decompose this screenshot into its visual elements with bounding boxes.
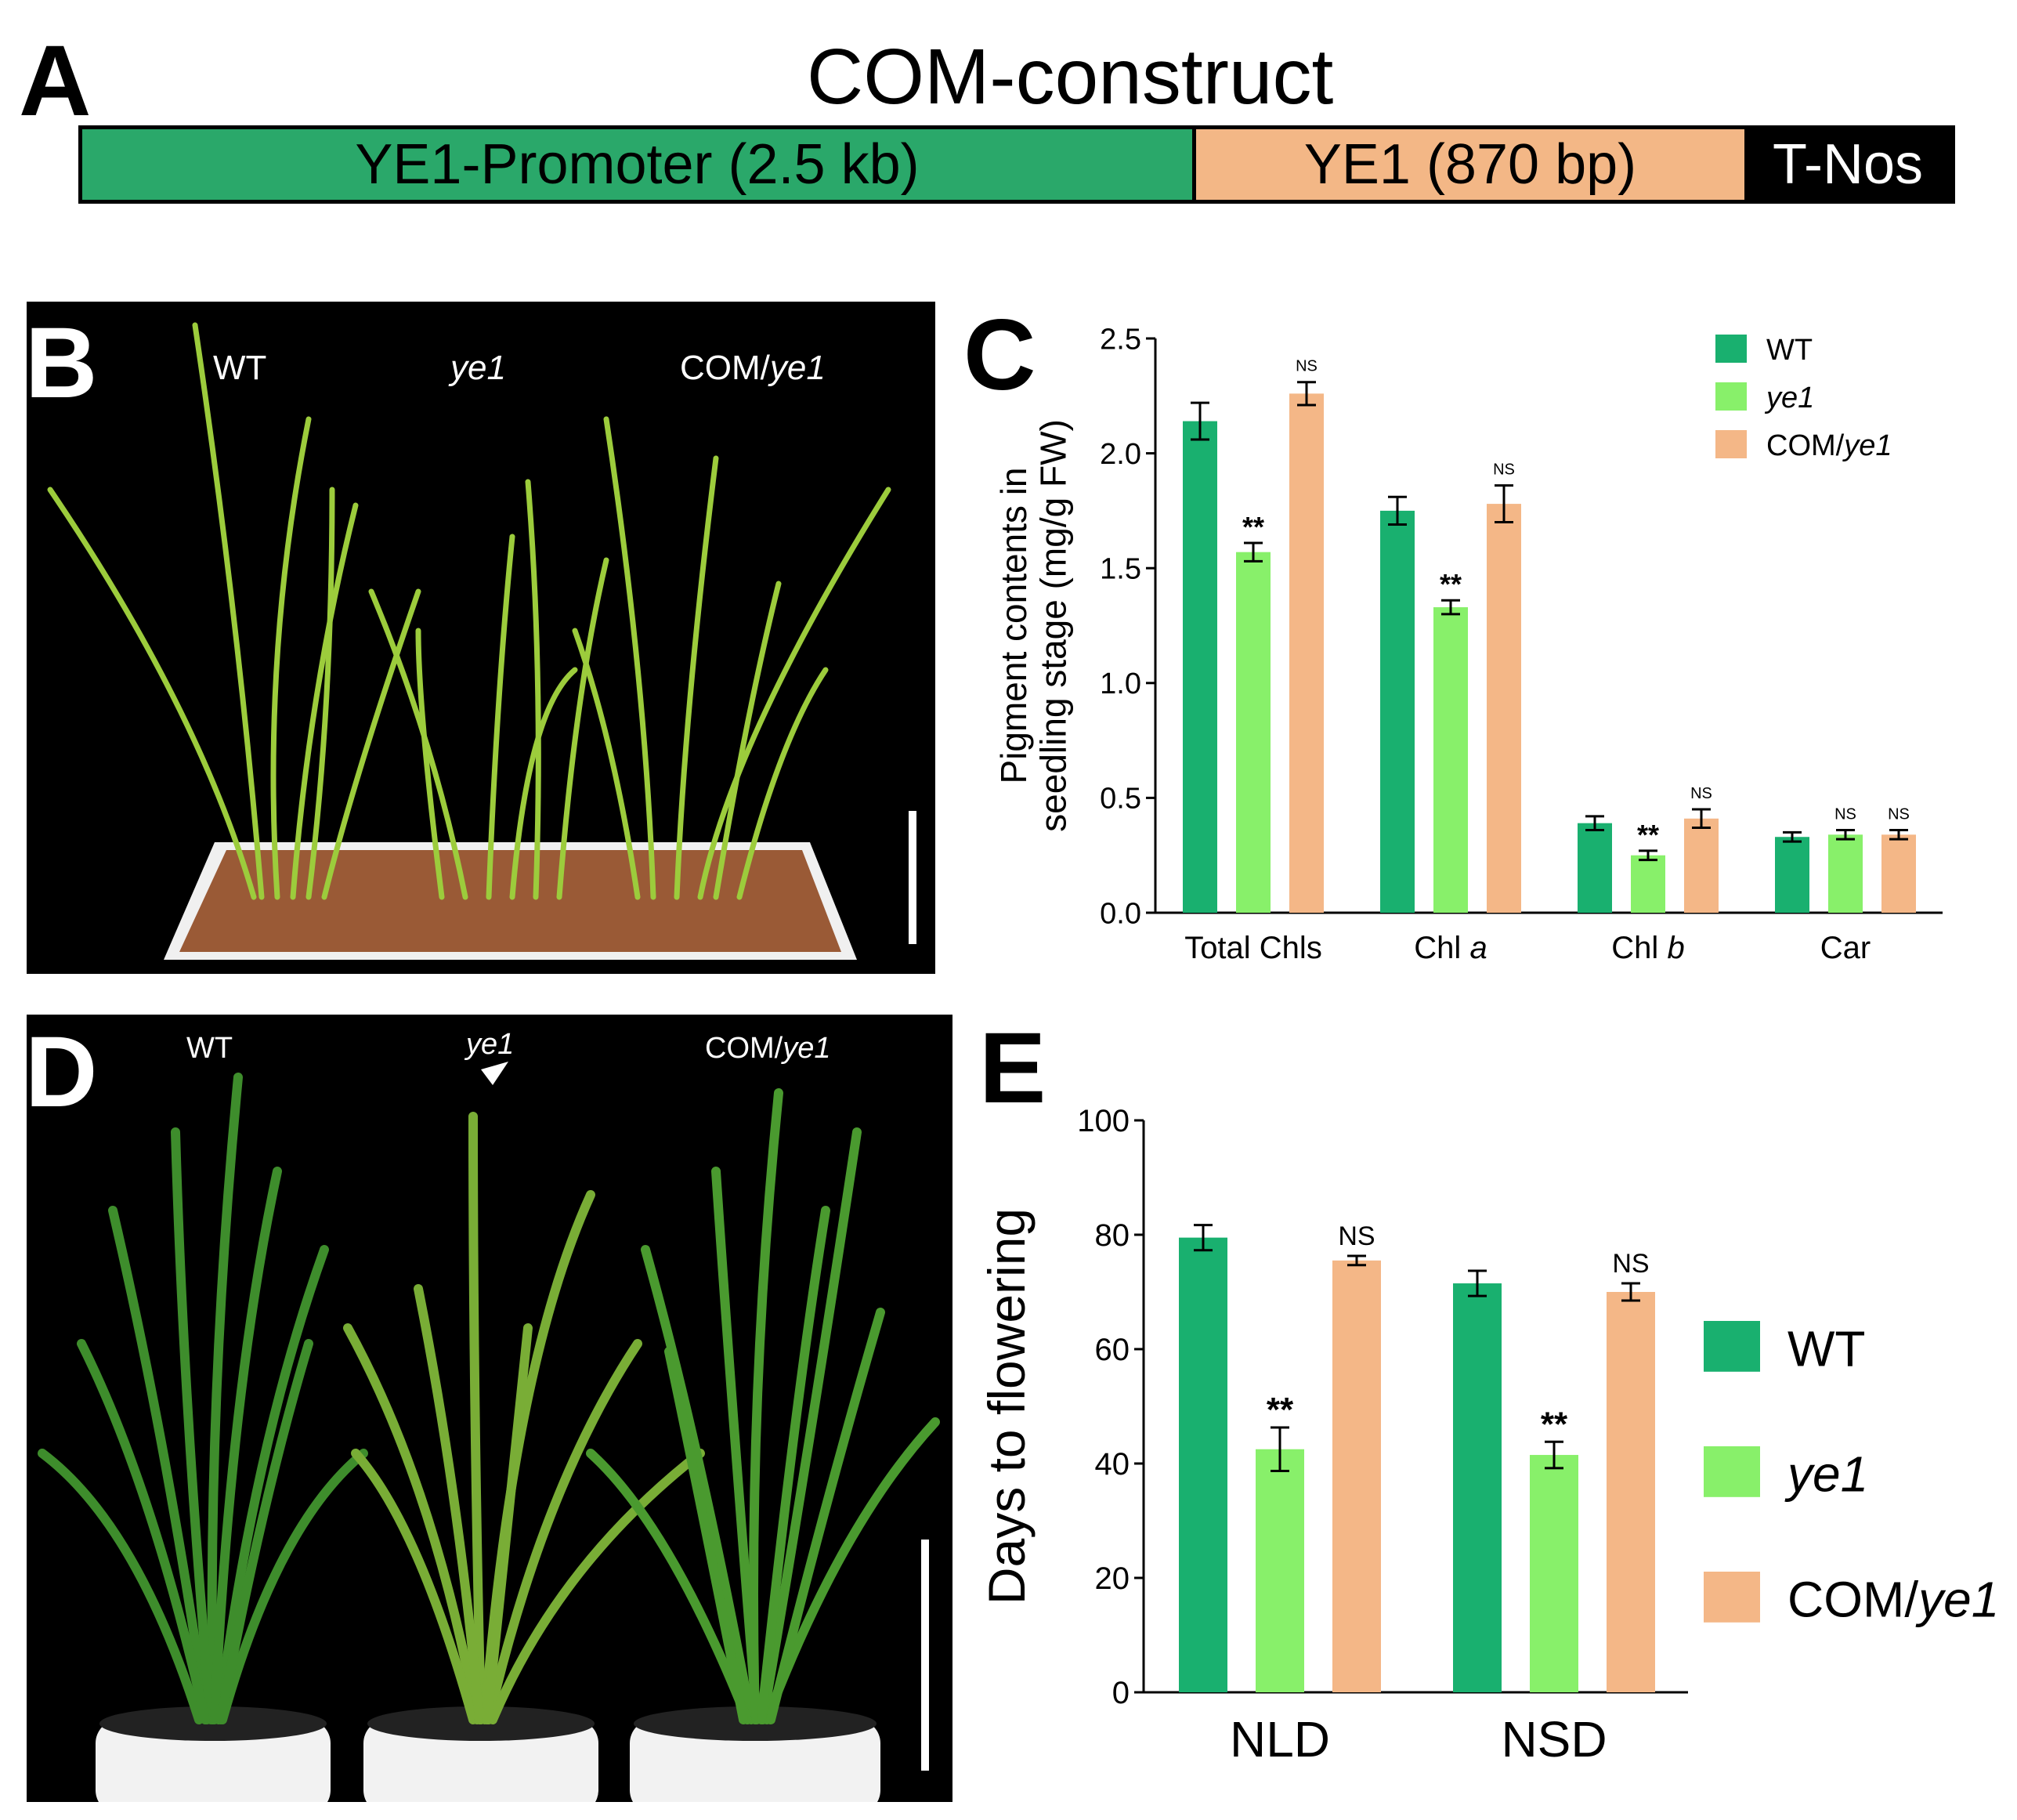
x-category-label: Car — [1820, 931, 1871, 965]
legend-swatch — [1704, 1446, 1760, 1497]
legend-swatch — [1715, 335, 1747, 363]
bar — [1578, 823, 1612, 913]
legend-swatch — [1715, 430, 1747, 458]
soil — [179, 850, 841, 952]
adult-plant-photo — [27, 1015, 952, 1802]
legend-label: COM/ye1 — [1787, 1572, 1999, 1628]
bar — [1236, 552, 1271, 913]
bar — [1684, 818, 1719, 913]
significance-mark: ** — [1242, 511, 1264, 543]
significance-mark: ** — [1440, 568, 1462, 600]
y-tick-label: 100 — [1077, 1104, 1130, 1138]
x-category-label: Chl a — [1414, 931, 1487, 965]
bar — [1631, 855, 1665, 913]
bar — [1183, 421, 1217, 913]
significance-mark: NS — [1690, 785, 1712, 802]
scale-bar — [909, 811, 916, 944]
panel-c-label: C — [963, 299, 1036, 411]
legend-label: WT — [1766, 334, 1813, 367]
y-tick-label: 0.5 — [1100, 783, 1141, 816]
panel-a-label: A — [19, 25, 92, 137]
seedling-leaves — [47, 322, 891, 900]
arrowhead-icon — [481, 1062, 508, 1085]
significance-mark: NS — [1493, 461, 1515, 479]
pot — [630, 1720, 880, 1802]
pot — [96, 1720, 331, 1802]
significance-mark: ** — [1541, 1405, 1568, 1443]
seedling-caption-com: COM/ye1 — [680, 349, 826, 387]
y-axis-label: Pigment contents inseedling stage (mg/g … — [993, 419, 1074, 832]
wt-plant-leaves — [38, 1073, 368, 1724]
significance-mark: ** — [1267, 1391, 1294, 1429]
y-tick-label: 2.0 — [1100, 438, 1141, 471]
bar — [1380, 510, 1415, 913]
legend-swatch — [1704, 1321, 1760, 1372]
scale-bar — [921, 1540, 929, 1771]
bar — [1332, 1260, 1381, 1692]
bar — [1179, 1237, 1227, 1692]
y-axis-label: Days to flowering — [978, 1208, 1036, 1605]
com-plant-leaves — [586, 1088, 940, 1724]
y-tick-label: 0 — [1112, 1676, 1130, 1710]
y-tick-label: 60 — [1095, 1333, 1130, 1367]
panel-e-label: E — [979, 1012, 1046, 1124]
y-tick-label: 80 — [1095, 1218, 1130, 1253]
legend-label: WT — [1787, 1321, 1866, 1377]
x-category-label: Chl b — [1611, 931, 1684, 965]
legend-label: ye1 — [1764, 382, 1814, 414]
seedling-caption-ye1: ye1 — [450, 349, 506, 387]
construct-diagram: YE1-Promoter (2.5 kb) YE1 (870 bp) T-Nos — [78, 125, 1955, 204]
bar — [1487, 504, 1521, 913]
bar — [1453, 1283, 1502, 1692]
bar — [1256, 1449, 1304, 1692]
bar — [1775, 837, 1809, 913]
significance-mark: NS — [1888, 805, 1910, 823]
x-category-label: NSD — [1501, 1711, 1607, 1768]
bar — [1607, 1292, 1655, 1692]
significance-mark: NS — [1296, 358, 1318, 375]
pigment-chart: 0.0 0.5 1.0 1.5 2.0 2.5 Pigment contents insee… — [993, 323, 1943, 965]
ye1-plant-leaves — [343, 1112, 705, 1724]
bar — [1289, 393, 1324, 913]
x-category-label: NLD — [1230, 1711, 1330, 1768]
significance-mark: NS — [1338, 1221, 1375, 1251]
y-tick-label: 40 — [1095, 1447, 1130, 1482]
y-tick-label: 2.5 — [1100, 323, 1141, 356]
panel-b-label: B — [25, 307, 98, 419]
y-tick-label: 1.5 — [1100, 553, 1141, 586]
y-tick-label: 20 — [1095, 1561, 1130, 1596]
adult-plant-illustration — [38, 1062, 940, 1802]
significance-mark: NS — [1834, 805, 1856, 823]
seedling-caption-wt: WT — [213, 349, 267, 387]
panel-d-label: D — [25, 1016, 98, 1128]
legend-swatch — [1715, 382, 1747, 411]
plant-caption-ye1: ye1 — [466, 1028, 515, 1061]
construct-title: COM-construct — [807, 33, 1334, 121]
terminator-segment: T-Nos — [1744, 129, 1951, 200]
seedling-photo — [27, 302, 935, 974]
gene-segment: YE1 (870 bp) — [1196, 129, 1744, 200]
plant-caption-wt: WT — [186, 1032, 233, 1065]
seedling-illustration — [47, 322, 891, 960]
plant-caption-com: COM/ye1 — [705, 1032, 831, 1065]
x-category-label: Total Chls — [1184, 931, 1322, 965]
y-tick-label: 1.0 — [1100, 668, 1141, 700]
bar — [1433, 607, 1468, 913]
pot — [363, 1720, 598, 1802]
flowering-chart: 0 20 40 60 80 100 Days to flowering ** NS NLD ** NS… — [978, 1104, 1999, 1768]
promoter-segment: YE1-Promoter (2.5 kb) — [82, 129, 1196, 200]
legend-label: ye1 — [1784, 1446, 1868, 1503]
y-tick-label: 0.0 — [1100, 897, 1141, 930]
legend-label: COM/ye1 — [1766, 429, 1892, 462]
legend-swatch — [1704, 1572, 1760, 1623]
bar — [1530, 1455, 1578, 1692]
bar — [1828, 834, 1863, 913]
significance-mark: NS — [1612, 1249, 1649, 1279]
bar — [1881, 834, 1916, 913]
significance-mark: ** — [1637, 819, 1659, 851]
